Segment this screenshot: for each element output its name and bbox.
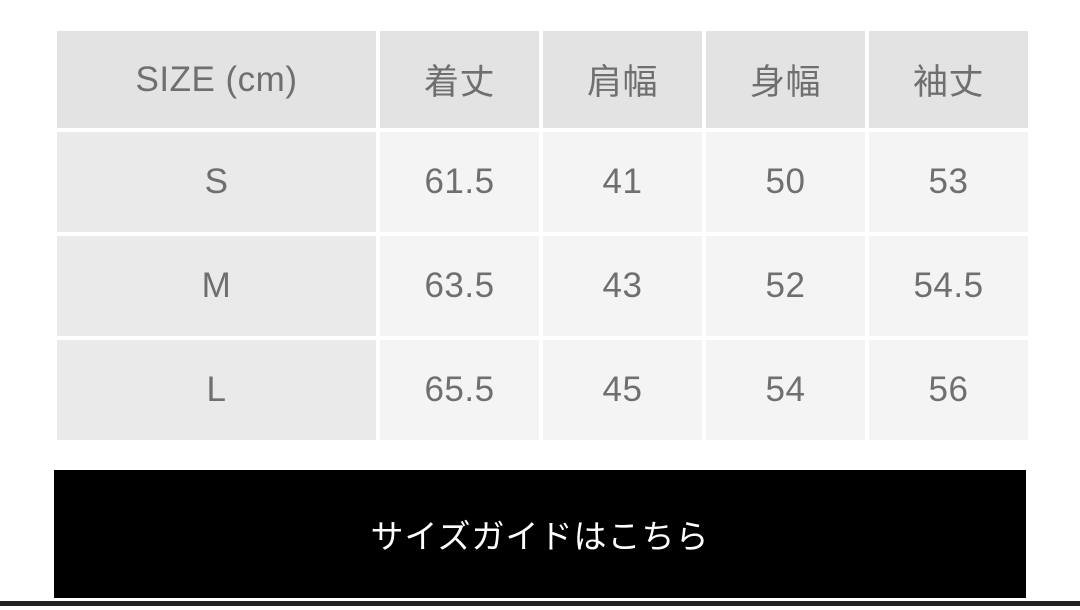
measurement-cell: 54.5 [869,236,1028,336]
column-header-body-width: 身幅 [706,31,865,128]
size-label-m: M [57,236,376,336]
measurement-cell: 52 [706,236,865,336]
measurement-cell: 45 [543,340,702,440]
column-header-sleeve-length: 袖丈 [869,31,1028,128]
column-header-body-length: 着丈 [380,31,539,128]
size-guide-button[interactable]: サイズガイドはこちら [54,470,1026,598]
measurement-cell: 41 [543,132,702,232]
measurement-cell: 50 [706,132,865,232]
measurement-cell: 53 [869,132,1028,232]
measurement-cell: 43 [543,236,702,336]
column-header-shoulder-width: 肩幅 [543,31,702,128]
column-header-size: SIZE (cm) [57,31,376,128]
measurement-cell: 61.5 [380,132,539,232]
size-table: SIZE (cm) 着丈 肩幅 身幅 袖丈 S 61.5 41 50 53 M … [57,31,1028,440]
measurement-cell: 54 [706,340,865,440]
measurement-cell: 56 [869,340,1028,440]
bottom-divider [0,601,1080,606]
measurement-cell: 63.5 [380,236,539,336]
measurement-cell: 65.5 [380,340,539,440]
size-label-s: S [57,132,376,232]
size-label-l: L [57,340,376,440]
